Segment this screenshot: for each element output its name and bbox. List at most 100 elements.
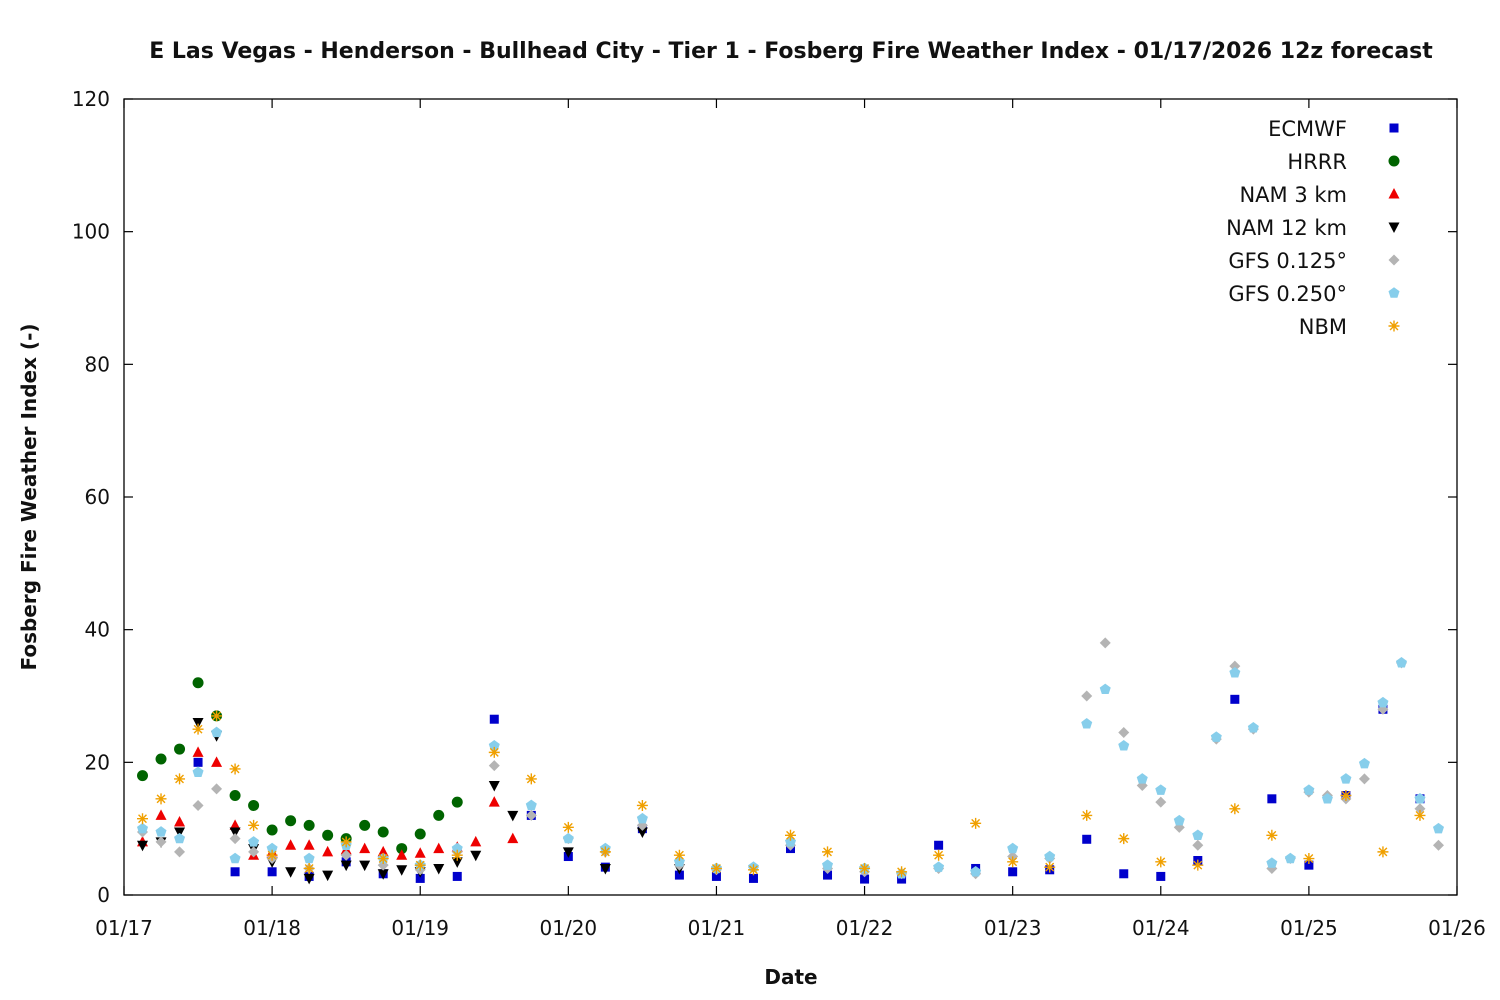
data-point [322,870,334,882]
data-point [488,781,500,792]
data-point [1118,726,1130,738]
data-point [248,836,260,847]
data-point [1155,856,1167,868]
data-point [396,865,408,876]
y-tick-label: 40 [85,618,110,642]
data-point [1303,853,1315,865]
data-point [1266,829,1278,841]
data-point [285,815,297,827]
data-point [1395,657,1407,668]
data-point [414,847,426,858]
data-point [1081,718,1093,729]
data-point [896,866,908,878]
x-tick-label: 01/20 [540,916,598,940]
y-axis: 0 20 40 60 80 100 120 [72,87,1457,907]
data-point [137,770,149,782]
data-point [192,799,204,811]
y-tick-label: 80 [85,352,110,376]
data-point [934,840,944,850]
data-point [1007,842,1019,854]
data-point [1321,793,1333,804]
data-point [933,849,945,861]
data-point [340,836,352,848]
data-point [414,828,426,840]
data-point [470,835,482,847]
series-points [137,657,1444,879]
data-point [599,846,611,858]
data-point [562,847,574,858]
data-point [155,793,167,805]
legend-label: GFS 0.250° [1228,282,1347,306]
data-point [1192,859,1204,871]
data-point [248,819,260,831]
data-point [488,760,500,772]
data-point [710,862,722,874]
data-point [359,819,371,831]
data-point [267,867,277,877]
data-point [748,873,758,883]
data-point [285,867,297,878]
data-point [192,766,204,777]
data-point [340,849,352,861]
data-point [452,871,462,881]
data-point [1304,860,1314,870]
data-point [359,860,371,872]
legend-label: NAM 12 km [1226,216,1347,240]
data-point [1082,834,1092,844]
data-point [507,832,519,844]
chart-title: E Las Vegas - Henderson - Bullhead City … [149,39,1433,64]
data-point [970,865,982,877]
data-point [859,862,871,874]
x-axis-label: Date [764,965,817,989]
legend-marker [1388,188,1400,199]
legend-marker [1388,320,1400,332]
data-point [229,827,241,838]
data-point [174,743,186,755]
data-point [377,853,389,865]
data-point [525,773,537,785]
data-point [1099,637,1111,649]
data-point [451,842,463,854]
series-points [137,718,685,885]
data-point [1358,757,1370,769]
data-point [1377,846,1389,858]
data-point [1155,796,1167,808]
data-point [562,832,574,844]
data-point [489,714,499,724]
data-point [174,832,186,844]
data-point [451,796,463,808]
data-point [860,874,870,884]
data-point [1173,814,1185,826]
data-point [229,819,241,830]
data-point [137,840,149,852]
data-point [785,829,796,841]
data-point [377,869,389,880]
data-point [433,842,445,854]
data-point [174,773,186,785]
data-point [322,829,334,841]
legend: ECMWF HRRR NAM 3 km NAM 12 km GFS 0.125° GFS … [1226,117,1400,339]
data-point [488,739,500,751]
data-point [248,799,260,811]
y-axis-label: Fosberg Fire Weather Index (-) [17,323,41,670]
data-point [507,810,519,822]
data-point [1414,803,1426,815]
data-point [359,842,371,854]
data-point [192,677,204,689]
data-point [1118,833,1130,845]
data-point [1081,809,1093,821]
data-point [1229,666,1241,678]
data-point [1377,696,1389,708]
data-point [1007,856,1019,868]
data-point [488,746,500,758]
x-tick-label: 01/24 [1132,916,1190,940]
data-point [1156,871,1166,881]
data-point [1118,739,1130,751]
data-point [266,842,278,854]
legend-label: NAM 3 km [1239,183,1347,207]
data-point [433,863,445,875]
data-point [285,839,297,850]
data-point [451,857,463,868]
data-point [525,809,537,821]
data-point [155,753,167,765]
